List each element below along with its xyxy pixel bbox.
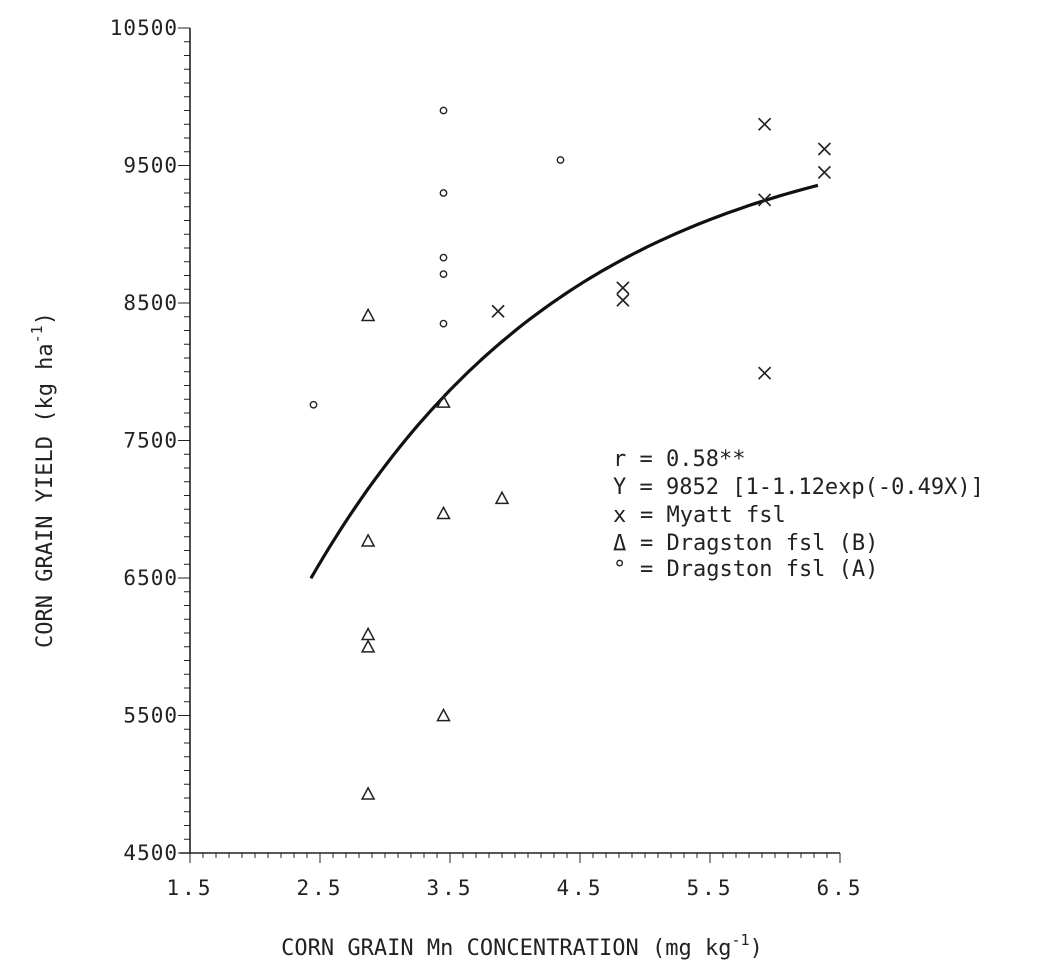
marker-x <box>491 304 505 318</box>
marker-circle <box>439 253 448 262</box>
x-tick-label: 1.5 <box>167 876 214 900</box>
marker-triangle <box>360 533 376 547</box>
marker-triangle <box>360 307 376 322</box>
legend-annotation-r: r = 0.58** <box>613 447 745 472</box>
tick-labels: 4500 5500 6500 7500 8500 9500 10500 1.5 2.5 3.5 4.… <box>110 16 864 900</box>
x-axis-title-sup: -1 <box>732 931 750 949</box>
marker-x <box>616 293 630 307</box>
marker-circle <box>439 319 448 328</box>
points-layer <box>309 106 831 800</box>
x-tick-label: 5.5 <box>687 876 734 900</box>
y-axis-title-close: ) <box>33 312 58 325</box>
marker-circle <box>309 400 318 409</box>
fit-curve <box>309 183 819 580</box>
marker-triangle <box>360 786 376 800</box>
y-axis-title-main: CORN GRAIN YIELD (kg ha <box>33 343 58 648</box>
y-tick-label: 7500 <box>123 429 178 453</box>
legend-symbol-dragston-a: ° <box>613 557 626 582</box>
legend-label-dragston-a: = Dragston fsl (A) <box>640 557 878 582</box>
marker-x <box>616 281 630 295</box>
marker-circle <box>439 106 448 115</box>
marker-x <box>817 165 831 179</box>
legend: r = 0.58** Y = 9852 [1-1.12exp(-0.49X)] … <box>613 447 984 582</box>
y-axis-title-sup: -1 <box>28 325 46 343</box>
marker-triangle <box>360 639 376 653</box>
x-tick-label: 2.5 <box>297 876 344 900</box>
ticks <box>178 27 841 863</box>
marker-circle <box>439 270 448 279</box>
marker-triangle <box>436 394 451 408</box>
x-axis-title: CORN GRAIN Mn CONCENTRATION (mg kg-1) <box>281 931 763 961</box>
y-tick-label: 5500 <box>123 704 178 728</box>
fit-curve-layer <box>309 183 819 580</box>
legend-label-myatt: = Myatt fsl <box>640 503 786 528</box>
y-tick-label: 9500 <box>123 154 178 178</box>
legend-symbol-dragston-b: Δ <box>613 531 626 556</box>
marker-x <box>817 142 831 156</box>
x-tick-label: 4.5 <box>557 876 604 900</box>
marker-triangle <box>494 490 510 505</box>
marker-x <box>758 117 772 131</box>
x-tick-label: 3.5 <box>427 876 474 900</box>
y-tick-label: 10500 <box>110 16 178 40</box>
y-tick-label: 4500 <box>123 841 178 865</box>
y-tick-label: 6500 <box>123 566 178 590</box>
axes <box>180 28 840 854</box>
marker-triangle <box>436 505 451 520</box>
marker-triangle <box>436 707 451 722</box>
y-tick-label: 8500 <box>123 291 178 315</box>
marker-triangle <box>360 626 376 641</box>
x-tick-label: 6.5 <box>817 876 864 900</box>
marker-x <box>758 366 772 380</box>
marker-x <box>758 193 772 207</box>
marker-circle <box>439 189 448 197</box>
y-axis-title: CORN GRAIN YIELD (kg ha-1) <box>28 312 58 648</box>
x-axis-title-close: ) <box>750 936 763 961</box>
legend-label-dragston-b: = Dragston fsl (B) <box>640 531 878 556</box>
legend-symbol-myatt: x <box>613 503 626 528</box>
x-axis-title-main: CORN GRAIN Mn CONCENTRATION (mg kg <box>281 936 731 961</box>
marker-circle <box>556 156 565 164</box>
legend-annotation-equation: Y = 9852 [1-1.12exp(-0.49X)] <box>613 475 984 500</box>
